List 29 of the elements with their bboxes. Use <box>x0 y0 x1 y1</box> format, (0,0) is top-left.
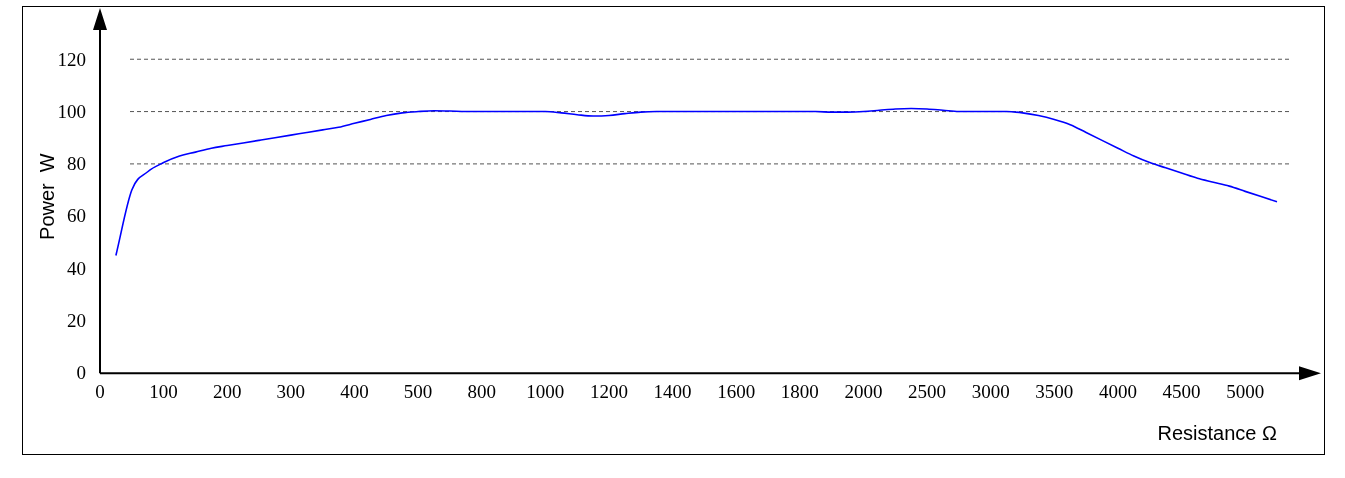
x-tick-label: 300 <box>276 380 306 402</box>
y-tick-label: 20 <box>67 310 86 332</box>
x-tick-label: 1400 <box>653 380 692 402</box>
x-tick-label: 500 <box>403 380 433 402</box>
x-tick-label: 0 <box>95 380 105 402</box>
x-tick-label: 5000 <box>1226 380 1265 402</box>
x-tick-label: 4000 <box>1098 380 1137 402</box>
y-tick-label: 40 <box>67 257 86 279</box>
x-tick-label: 2500 <box>908 380 947 402</box>
x-tick-label: 200 <box>212 380 242 402</box>
y-tick-label: 80 <box>67 153 86 175</box>
y-tick-label: 100 <box>57 100 86 122</box>
y-tick-label: 60 <box>67 205 86 227</box>
x-tick-label: 800 <box>467 380 496 402</box>
x-tick-label: 100 <box>149 380 178 402</box>
x-axis-title: Resistance Ω <box>1157 421 1278 444</box>
x-tick-label: 4500 <box>1162 380 1201 402</box>
x-tick-label: 400 <box>340 380 369 402</box>
x-tick-label: 1800 <box>780 380 819 402</box>
y-axis-title: Power W <box>35 153 58 240</box>
x-tick-label: 3000 <box>971 380 1010 402</box>
x-tick-label: 1600 <box>717 380 756 402</box>
x-tick-label: 1000 <box>526 380 565 402</box>
line-series <box>115 107 1278 257</box>
x-tick-label: 2000 <box>844 380 883 402</box>
x-tick-label: 1200 <box>589 380 628 402</box>
y-tick-label: 120 <box>57 48 86 70</box>
x-tick-label: 3500 <box>1035 380 1074 402</box>
y-tick-label: 0 <box>76 362 86 384</box>
